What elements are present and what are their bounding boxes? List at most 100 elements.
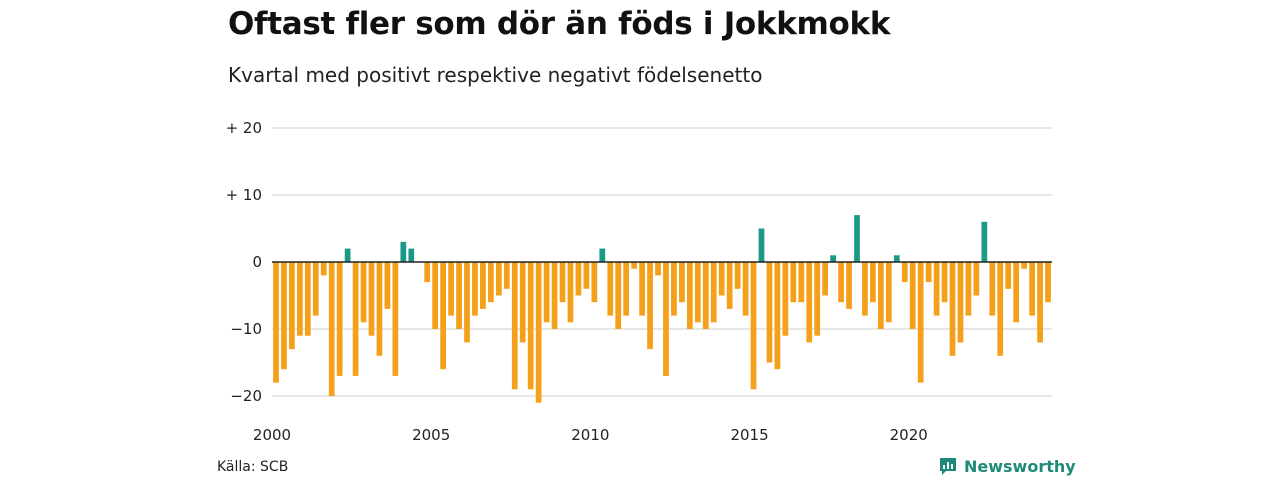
bar bbox=[726, 262, 733, 309]
bar bbox=[336, 262, 343, 376]
bar bbox=[758, 228, 765, 262]
bar bbox=[551, 262, 558, 329]
bar bbox=[1013, 262, 1020, 323]
bar bbox=[472, 262, 478, 316]
bar bbox=[456, 262, 462, 329]
bar bbox=[663, 262, 669, 376]
brand-logo[interactable]: Newsworthy bbox=[938, 456, 1076, 476]
chart-title: Oftast fler som dör än föds i Jokkmokk bbox=[228, 6, 891, 42]
bar bbox=[376, 262, 383, 356]
bar bbox=[981, 221, 988, 262]
bar bbox=[511, 262, 518, 390]
bar bbox=[575, 262, 582, 296]
x-tick-label: 2010 bbox=[571, 426, 609, 444]
bar bbox=[519, 262, 526, 343]
bar bbox=[304, 262, 311, 336]
bar bbox=[543, 262, 550, 323]
bar bbox=[710, 262, 717, 323]
x-tick-label: 2005 bbox=[412, 426, 450, 444]
bar bbox=[320, 262, 327, 276]
y-tick-label: −20 bbox=[230, 387, 262, 405]
bar bbox=[1005, 262, 1012, 289]
bar bbox=[384, 262, 391, 309]
y-tick-label: + 10 bbox=[226, 186, 262, 204]
bar bbox=[281, 262, 287, 370]
bar bbox=[671, 262, 677, 316]
bar bbox=[623, 262, 630, 316]
bar bbox=[750, 262, 757, 390]
bar bbox=[1037, 262, 1043, 343]
bar bbox=[392, 262, 399, 376]
bar bbox=[822, 262, 829, 296]
y-tick-label: 0 bbox=[252, 253, 262, 271]
bar bbox=[647, 262, 653, 350]
bar bbox=[352, 262, 359, 376]
bar bbox=[686, 262, 693, 329]
bar bbox=[742, 262, 749, 316]
bar bbox=[933, 262, 940, 316]
bar bbox=[901, 262, 908, 283]
bar bbox=[424, 262, 431, 283]
bar bbox=[957, 262, 964, 343]
bar bbox=[360, 262, 367, 323]
bar bbox=[464, 262, 470, 343]
bar bbox=[997, 262, 1004, 356]
bar bbox=[488, 262, 494, 303]
bar bbox=[296, 262, 303, 336]
bar bbox=[878, 262, 884, 329]
bar bbox=[870, 262, 876, 303]
bar bbox=[440, 262, 446, 370]
y-axis-labels: + 20 + 10 0 −10 −20 bbox=[226, 119, 262, 405]
bar bbox=[432, 262, 439, 329]
bar bbox=[639, 262, 645, 316]
bar bbox=[917, 262, 924, 383]
brand-name: Newsworthy bbox=[964, 456, 1076, 476]
source-label: Källa: SCB bbox=[217, 459, 289, 475]
bar bbox=[766, 262, 773, 363]
bar bbox=[925, 262, 932, 283]
bar bbox=[941, 262, 948, 303]
bar bbox=[854, 215, 860, 262]
bar bbox=[949, 262, 956, 356]
bar bbox=[591, 262, 598, 303]
bar bbox=[503, 262, 510, 289]
bar bbox=[448, 262, 454, 316]
bar bbox=[790, 262, 797, 303]
bar bbox=[400, 241, 407, 262]
bar bbox=[734, 262, 741, 289]
bar bbox=[535, 262, 542, 403]
bar bbox=[862, 262, 868, 316]
bar bbox=[782, 262, 789, 336]
bar bbox=[679, 262, 685, 303]
bar bbox=[527, 262, 534, 390]
bar bbox=[830, 255, 836, 262]
bar bbox=[631, 262, 638, 269]
bar bbox=[1045, 262, 1051, 303]
bar bbox=[702, 262, 709, 329]
bar bbox=[973, 262, 980, 296]
bar bbox=[718, 262, 725, 296]
bar bbox=[1029, 262, 1035, 316]
y-tick-label: −10 bbox=[230, 320, 262, 338]
bar bbox=[694, 262, 701, 323]
bar bbox=[1021, 262, 1028, 269]
bar bbox=[814, 262, 821, 336]
chart-subtitle: Kvartal med positivt respektive negativt… bbox=[228, 63, 763, 87]
bar bbox=[774, 262, 781, 370]
bar bbox=[599, 248, 606, 262]
bar bbox=[559, 262, 566, 303]
bar bbox=[273, 262, 279, 383]
bar bbox=[798, 262, 805, 303]
bar bbox=[885, 262, 892, 323]
bar bbox=[289, 262, 295, 350]
x-tick-label: 2000 bbox=[253, 426, 291, 444]
bar bbox=[655, 262, 661, 276]
bar bbox=[480, 262, 486, 309]
x-tick-label: 2015 bbox=[730, 426, 768, 444]
y-tick-label: + 20 bbox=[226, 119, 262, 137]
x-tick-label: 2020 bbox=[890, 426, 928, 444]
bar bbox=[838, 262, 844, 303]
bar bbox=[806, 262, 813, 343]
bar bbox=[328, 262, 335, 396]
bar bbox=[965, 262, 972, 316]
